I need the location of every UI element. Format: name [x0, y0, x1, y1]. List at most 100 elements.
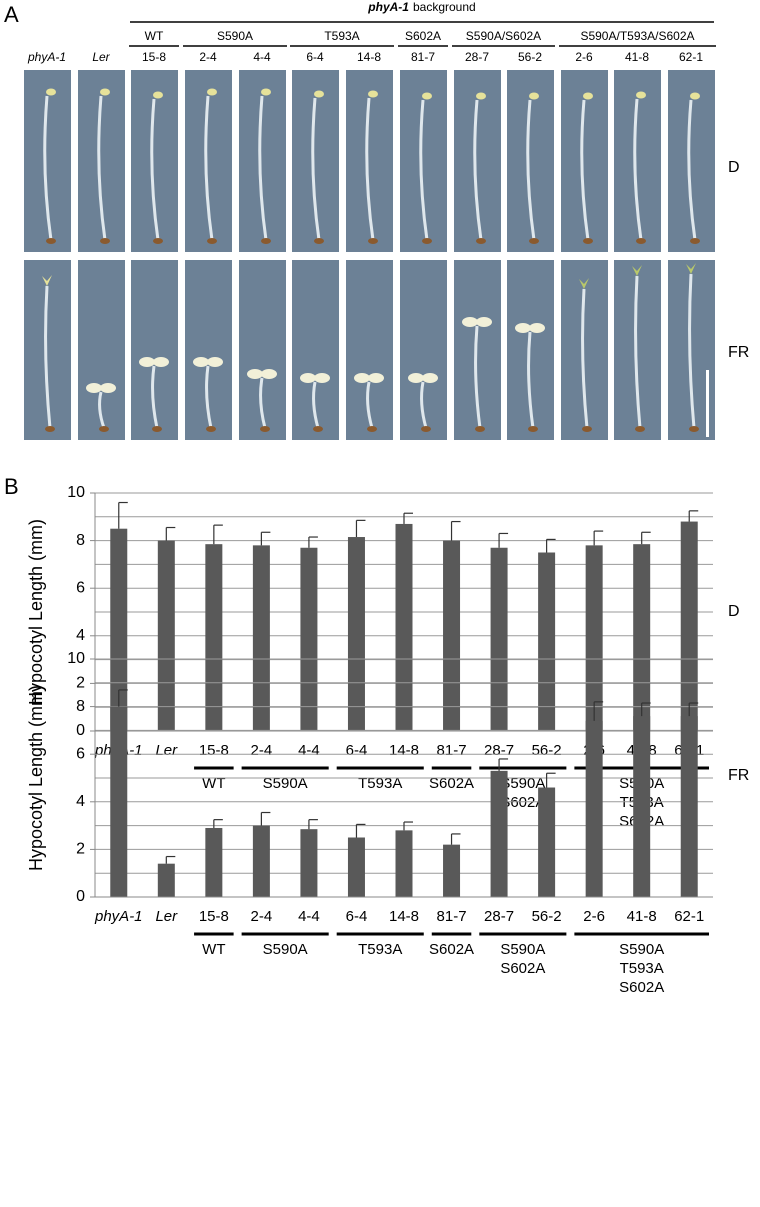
seedling [420, 381, 428, 429]
cotyledon [153, 357, 169, 367]
hook [46, 88, 56, 96]
seed [100, 238, 110, 244]
x-tick-label: phyA-1 [94, 908, 143, 925]
cotyledon [686, 263, 696, 274]
hook [529, 92, 539, 100]
seed [421, 426, 431, 432]
seed [368, 238, 378, 244]
x-tick-label: 6-4 [346, 908, 368, 925]
cotyledon [42, 275, 52, 286]
seed [528, 426, 538, 432]
error-bar [688, 702, 699, 717]
x-tick-label: 28-7 [484, 742, 514, 759]
seedling [150, 98, 160, 241]
seedling [473, 99, 483, 241]
cotyledon [632, 265, 642, 276]
hook [690, 92, 700, 100]
y-tick-label: 10 [67, 650, 85, 667]
bar [110, 706, 128, 897]
hook [583, 92, 593, 100]
column-label: Ler [92, 50, 110, 64]
group-label: S602A [500, 794, 545, 811]
x-tick-label: 81-7 [437, 908, 467, 925]
error-bar [593, 530, 604, 546]
hook [314, 90, 324, 98]
bar [205, 544, 223, 731]
x-tick-label: 4-4 [298, 908, 320, 925]
bar [538, 552, 556, 731]
column-label: 2-4 [199, 50, 217, 64]
y-tick-label: 2 [76, 841, 85, 858]
error-bar [308, 819, 318, 830]
error-bar [260, 811, 271, 826]
cotyledon [515, 323, 531, 333]
column-label: 62-1 [679, 50, 703, 64]
y-tick-label: 0 [76, 722, 85, 739]
background-text: background [413, 0, 476, 14]
error-bar [498, 758, 509, 771]
x-tick-label: 14-8 [389, 742, 419, 759]
seedling [526, 99, 536, 241]
condition-label: D [728, 603, 740, 620]
seed [313, 426, 323, 432]
y-tick-label: 10 [67, 484, 85, 501]
error-bar [355, 519, 366, 538]
seed [689, 426, 699, 432]
error-bar [403, 821, 413, 831]
seedling [259, 377, 267, 429]
error-bar [688, 510, 699, 522]
seedling [43, 95, 53, 241]
seed [45, 426, 55, 432]
hook [476, 92, 486, 100]
seed [475, 426, 485, 432]
row-label: D [728, 159, 740, 176]
seed [422, 238, 432, 244]
seed [314, 238, 324, 244]
x-tick-label: 41-8 [627, 908, 657, 925]
seedling [581, 288, 589, 429]
seedling [98, 391, 106, 429]
group-label: S590A [263, 941, 308, 958]
seedling [258, 95, 268, 241]
x-tick-label: 2-6 [583, 908, 605, 925]
y-tick-label: 0 [76, 888, 85, 905]
x-tick-label: Ler [155, 742, 178, 759]
seed [690, 238, 700, 244]
y-tick-label: 4 [76, 627, 85, 644]
group-label: S590A [263, 775, 308, 792]
error-bar [593, 701, 604, 721]
group-label: T593A [324, 29, 359, 43]
error-bar [641, 702, 651, 717]
y-axis-title: Hypocotyl Length (mm) [26, 519, 46, 705]
cotyledon [300, 373, 316, 383]
x-tick-label: 56-2 [532, 908, 562, 925]
condition-label: FR [728, 767, 749, 784]
bar [443, 844, 461, 897]
seed [46, 238, 56, 244]
seed [206, 426, 216, 432]
error-bar [213, 524, 223, 545]
x-tick-label: 62-1 [674, 908, 704, 925]
bar [585, 720, 603, 897]
group-label: T593A [358, 941, 402, 958]
x-tick-label: 81-7 [437, 742, 467, 759]
error-bar [118, 501, 128, 529]
seedling [366, 381, 374, 429]
scale-bar [706, 370, 709, 437]
column-label: 4-4 [253, 50, 271, 64]
cotyledon [86, 383, 102, 393]
cotyledon [314, 373, 330, 383]
photo [78, 260, 125, 440]
column-label: phyA-1 [27, 50, 66, 64]
cotyledon [476, 317, 492, 327]
cotyledon [408, 373, 424, 383]
column-label: 2-6 [575, 50, 593, 64]
seed [582, 426, 592, 432]
bar [300, 829, 318, 897]
column-label: 81-7 [411, 50, 435, 64]
cotyledon [354, 373, 370, 383]
error-bar [213, 819, 223, 828]
error-bar [355, 823, 366, 838]
background-title: phyA-1 background [367, 0, 475, 14]
x-tick-label: 14-8 [389, 908, 419, 925]
